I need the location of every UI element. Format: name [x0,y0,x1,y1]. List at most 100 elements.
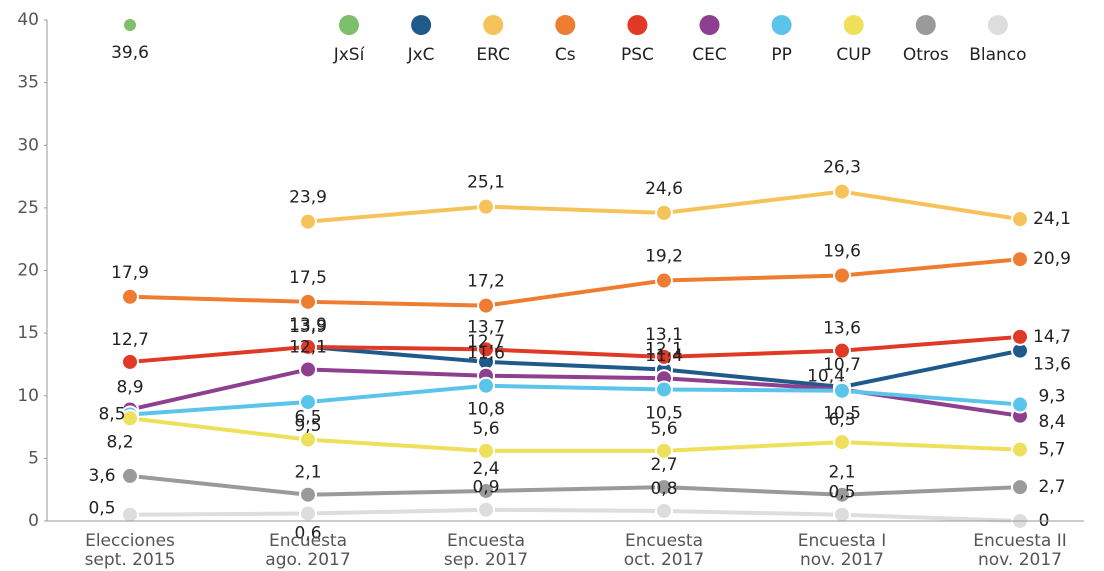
point [1011,440,1029,459]
data-label: 11,4 [645,346,683,366]
data-label: 13,6 [1033,355,1071,375]
point [655,501,673,520]
data-label: 3,6 [88,466,115,486]
data-label: 8,4 [1038,412,1065,432]
point [121,287,139,306]
legend-label: PSC [621,45,654,65]
point [655,441,673,460]
legend-swatch [627,15,648,35]
point [1011,395,1029,414]
point [121,466,139,485]
data-label: 2,7 [650,455,677,475]
data-label: 20,9 [1033,249,1071,269]
point [655,347,673,366]
legend-label: JxC [407,45,435,65]
data-label: 9,3 [1038,387,1065,407]
point [299,360,317,379]
data-label: 13,6 [823,319,861,339]
point [833,505,851,524]
legend-swatch [699,15,720,35]
x-tick-label: Encuesta ago. 2017 [265,531,350,570]
data-label: 6,5 [294,408,321,428]
point [655,380,673,399]
point [477,197,495,216]
x-tick-label: Encuesta oct. 2017 [624,531,704,570]
point [124,19,136,32]
point [477,340,495,359]
data-label: 8,5 [98,405,125,425]
legend-label: Otros [903,45,949,65]
point [121,352,139,371]
data-label: 5,7 [1038,440,1065,460]
y-tick-label: 10 [17,386,39,406]
data-label: 13,9 [289,317,327,337]
legend-swatch [915,15,936,35]
legend-swatch [339,15,359,35]
series-line [129,383,1021,417]
data-label: 10,7 [823,355,861,375]
legend-label: PP [771,45,792,65]
data-label: 8,2 [106,432,133,452]
data-label: 11,6 [467,344,505,364]
legend-swatch [411,15,432,35]
y-tick-label: 25 [17,198,39,218]
point [833,485,851,504]
data-label: 0,8 [650,479,677,499]
data-label: 2,4 [472,459,499,479]
point [477,500,495,519]
data-label: 0,6 [294,523,321,543]
data-label: 13,9 [289,315,327,335]
data-label: 17,5 [289,268,327,288]
point [477,296,495,315]
point [299,212,317,231]
point [833,266,851,285]
legend-label: CEC [692,45,726,65]
point [477,441,495,460]
data-label: 24,1 [1033,209,1071,229]
legend-swatch [771,15,792,35]
y-tick-label: 15 [17,323,39,343]
data-label: 0,9 [472,478,499,498]
data-label: 26,3 [823,158,861,178]
data-label: 6,3 [828,410,855,430]
legend-swatch [987,15,1008,35]
data-label: 14,7 [1033,327,1071,347]
point [477,376,495,395]
data-label: 39,6 [111,43,149,63]
data-label: 19,6 [823,242,861,262]
x-tick-label: Encuesta II nov. 2017 [973,531,1066,570]
point [299,292,317,311]
data-label: 17,9 [111,263,149,283]
legend-swatch [555,15,576,35]
point [655,271,673,290]
point [299,430,317,449]
point [1011,210,1029,229]
data-label: 2,1 [294,463,321,483]
series-line [129,473,1021,497]
legend-swatch [483,15,504,35]
y-tick-label: 30 [17,135,39,155]
data-label: 12,1 [289,337,327,357]
data-label: 13,1 [645,325,683,345]
data-label: 9,5 [294,416,321,436]
y-tick-label: 40 [17,10,39,30]
data-label: 10,5 [645,403,683,423]
data-label: 10,4 [807,367,845,387]
data-label: 0,5 [88,499,115,519]
series-line [129,507,1021,523]
legend-swatch [843,15,864,35]
legend-label: JxSí [333,45,366,65]
legend-label: Cs [555,45,576,65]
series-line [129,416,1021,453]
point [833,433,851,452]
point [833,341,851,360]
point [833,182,851,201]
point [299,485,317,504]
point [299,337,317,356]
data-label: 5,6 [650,419,677,439]
lines [129,189,1021,523]
legend-label: ERC [476,45,510,65]
y-tick-label: 5 [28,448,39,468]
data-label: 17,2 [467,272,505,292]
data-label: 25,1 [467,173,505,193]
